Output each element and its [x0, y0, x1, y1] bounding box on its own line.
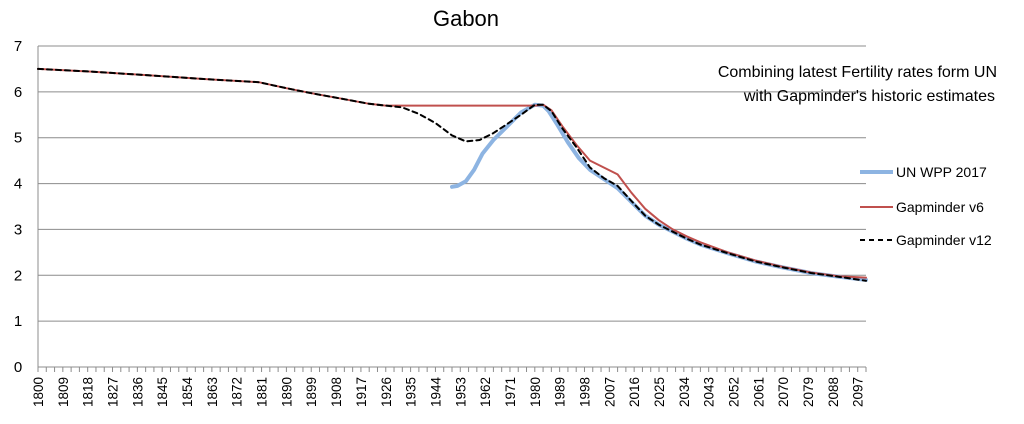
series-lines — [37, 67, 868, 282]
x-tick-label-2052: 2052 — [727, 377, 742, 407]
x-tick-label-1836: 1836 — [130, 377, 145, 407]
x-tick-label-1872: 1872 — [230, 377, 245, 407]
legend-label-2: Gapminder v6 — [896, 199, 984, 215]
y-tick-label-2: 2 — [14, 267, 22, 284]
x-tick-label-1935: 1935 — [404, 377, 419, 407]
x-tick-label-1908: 1908 — [329, 377, 344, 407]
y-tick-label-6: 6 — [14, 84, 22, 101]
annotation-line-2: with Gapminder's historic estimates — [743, 88, 995, 105]
x-tick-label-2007: 2007 — [602, 377, 617, 407]
x-tick-label-1953: 1953 — [453, 377, 468, 407]
x-tick-label-2070: 2070 — [776, 377, 791, 407]
annotation-line-1: Combining latest Fertility rates form UN — [718, 64, 997, 81]
series-line-3 — [37, 67, 867, 282]
x-tick-label-2016: 2016 — [627, 377, 642, 407]
x-tick-label-1809: 1809 — [56, 377, 71, 407]
x-tick-label-2025: 2025 — [652, 377, 667, 407]
x-tick-label-1890: 1890 — [279, 377, 294, 407]
legend-label-3: Gapminder v12 — [896, 232, 992, 248]
x-tick-label-1899: 1899 — [304, 377, 319, 407]
y-tick-labels: 0 1 2 3 4 5 6 7 — [14, 38, 22, 376]
x-tick-label-2061: 2061 — [751, 377, 766, 407]
x-tick-label-2043: 2043 — [702, 377, 717, 407]
x-tick-label-1827: 1827 — [106, 377, 121, 407]
x-tick-label-2097: 2097 — [851, 377, 866, 407]
x-tick-label-2079: 2079 — [801, 377, 816, 407]
x-tick-label-1980: 1980 — [528, 377, 543, 407]
x-tick-label-1989: 1989 — [553, 377, 568, 407]
x-tick-label-1944: 1944 — [428, 377, 443, 408]
x-tick-label-1998: 1998 — [577, 377, 592, 407]
x-tick-label-2088: 2088 — [826, 377, 841, 407]
y-tick-label-5: 5 — [14, 130, 22, 147]
x-tick-label-1800: 1800 — [31, 377, 46, 407]
gridlines — [38, 45, 866, 322]
y-tick-label-1: 1 — [14, 313, 22, 330]
x-tick-labels: 1800 1809 1818 1827 1836 1845 1854 1863 1872 1881… — [31, 377, 866, 408]
y-tick-label-0: 0 — [14, 359, 22, 376]
y-tick-label-4: 4 — [14, 176, 22, 193]
x-tick-label-1917: 1917 — [354, 377, 369, 407]
x-tick-label-1971: 1971 — [503, 377, 518, 407]
legend: UN WPP 2017 Gapminder v6 Gapminder v12 — [860, 164, 992, 248]
y-tick-label-7: 7 — [14, 38, 22, 55]
x-tick-label-1926: 1926 — [379, 377, 394, 407]
x-tick-label-1818: 1818 — [81, 377, 96, 407]
x-tick-label-2034: 2034 — [677, 377, 692, 408]
series-line-2 — [37, 67, 867, 279]
x-tick-label-1881: 1881 — [255, 377, 270, 407]
chart-title: Gabon — [433, 6, 499, 31]
y-tick-label-3: 3 — [14, 221, 22, 238]
x-tick-label-1854: 1854 — [180, 377, 195, 408]
x-tick-label-1863: 1863 — [205, 377, 220, 407]
x-tick-label-1845: 1845 — [155, 377, 170, 407]
x-tick-label-1962: 1962 — [478, 377, 493, 407]
axes — [37, 46, 867, 372]
legend-label-1: UN WPP 2017 — [896, 164, 987, 180]
series-line-1 — [450, 102, 868, 282]
